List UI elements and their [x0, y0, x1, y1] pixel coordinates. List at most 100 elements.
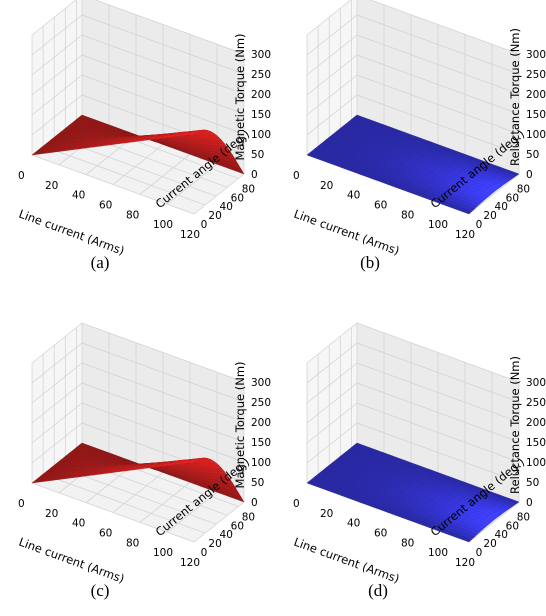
x-tick-label: 60: [99, 200, 112, 212]
z-tick-label: 150: [251, 109, 271, 121]
x-axis-label: Line current (Arms): [292, 535, 401, 586]
torque-surface: [306, 114, 520, 215]
z-tick-label: 200: [526, 417, 546, 429]
y-tick-label: 20: [483, 538, 496, 550]
z-tick-label: 0: [526, 169, 533, 181]
z-tick-label: 50: [526, 149, 539, 161]
x-axis-label: Line current (Arms): [292, 207, 401, 258]
z-gridline: [31, 34, 245, 95]
y-tick-label: 20: [208, 210, 221, 222]
chart-panel-1: 0204060801001200204060800501001502002503…: [17, 0, 271, 272]
y-tick-label: 40: [220, 529, 233, 541]
panel-caption: (c): [91, 581, 110, 600]
x-tick-label: 120: [455, 557, 475, 569]
z-gridline: [306, 94, 520, 155]
x-tick-label: 60: [99, 528, 112, 540]
x-tick-label: 100: [428, 219, 448, 231]
x-tick-label: 80: [126, 537, 139, 549]
x-tick-label: 120: [180, 229, 200, 241]
x-tick-label: 40: [347, 518, 360, 530]
chart-panel-2: 0204060801001200204060800501001502002503…: [292, 0, 546, 272]
z-gridline: [31, 54, 245, 115]
z-gridline: [31, 402, 245, 463]
z-tick-label: 200: [251, 89, 271, 101]
y-tick-label: 80: [242, 511, 255, 523]
z-gridline: [31, 362, 245, 423]
z-tick-label: 150: [526, 437, 546, 449]
y-tick-label: 0: [201, 219, 208, 231]
z-gridline: [31, 382, 245, 443]
z-tick-label: 250: [526, 397, 546, 409]
y-tick-label: 60: [506, 192, 519, 204]
z-gridline: [306, 34, 520, 95]
z-axis-label: Magnetic Torque (Nm): [233, 361, 247, 488]
z-tick-label: 50: [251, 477, 264, 489]
z-axis-label: Reluctance Torque (Nm): [508, 356, 522, 494]
x-axis-label: Line current (Arms): [17, 207, 126, 258]
x-tick-label: 0: [293, 170, 300, 182]
z-gridline: [306, 54, 520, 115]
x-tick-label: 80: [401, 537, 414, 549]
x-tick-label: 0: [293, 498, 300, 510]
z-tick-label: 150: [251, 437, 271, 449]
x-tick-label: 0: [18, 170, 25, 182]
z-tick-label: 250: [251, 69, 271, 81]
z-gridline: [306, 14, 520, 75]
z-tick-label: 100: [526, 457, 546, 469]
chart-panel-3: 0204060801001200204060800501001502002503…: [17, 322, 271, 600]
z-tick-label: 100: [251, 457, 271, 469]
z-tick-label: 200: [251, 417, 271, 429]
torque-surface: [306, 442, 520, 543]
y-tick-label: 40: [220, 201, 233, 213]
x-axis-label: Line current (Arms): [17, 535, 126, 586]
y-tick-label: 40: [495, 201, 508, 213]
x-tick-label: 120: [180, 557, 200, 569]
y-tick-label: 80: [517, 511, 530, 523]
z-tick-label: 250: [526, 69, 546, 81]
z-gridline: [306, 402, 520, 463]
panel-caption: (b): [360, 253, 380, 272]
y-tick-label: 60: [231, 192, 244, 204]
x-tick-label: 20: [320, 180, 333, 192]
x-tick-label: 60: [374, 200, 387, 212]
z-axis-label: Magnetic Torque (Nm): [233, 33, 247, 160]
x-tick-label: 40: [72, 190, 85, 202]
x-tick-label: 20: [320, 508, 333, 520]
x-tick-label: 40: [347, 190, 360, 202]
z-gridline: [31, 14, 245, 75]
z-tick-label: 50: [526, 477, 539, 489]
x-tick-label: 40: [72, 518, 85, 530]
x-tick-label: 80: [401, 209, 414, 221]
y-tick-label: 40: [495, 529, 508, 541]
x-tick-label: 0: [18, 498, 25, 510]
z-tick-label: 300: [251, 377, 271, 389]
x-tick-label: 100: [153, 547, 173, 559]
z-gridline: [306, 362, 520, 423]
y-tick-label: 80: [242, 183, 255, 195]
x-tick-label: 20: [45, 508, 58, 520]
y-tick-label: 20: [483, 210, 496, 222]
z-gridline: [31, 342, 245, 403]
x-tick-label: 20: [45, 180, 58, 192]
z-tick-label: 300: [251, 49, 271, 61]
z-tick-label: 100: [251, 129, 271, 141]
surface-cell: [187, 131, 197, 136]
z-gridline: [306, 342, 520, 403]
y-tick-label: 60: [231, 520, 244, 532]
x-tick-label: 100: [428, 547, 448, 559]
z-gridline: [306, 382, 520, 443]
z-tick-label: 200: [526, 89, 546, 101]
y-tick-label: 80: [517, 183, 530, 195]
z-tick-label: 0: [251, 169, 258, 181]
z-gridline: [306, 0, 520, 55]
surface-cell: [461, 208, 473, 215]
x-tick-label: 80: [126, 209, 139, 221]
z-tick-label: 300: [526, 377, 546, 389]
z-gridline: [31, 0, 245, 55]
side-pane: [32, 0, 82, 155]
z-tick-label: 300: [526, 49, 546, 61]
y-tick-label: 0: [201, 547, 208, 559]
side-pane: [307, 0, 357, 155]
z-axis-label: Reluctance Torque (Nm): [508, 28, 522, 166]
